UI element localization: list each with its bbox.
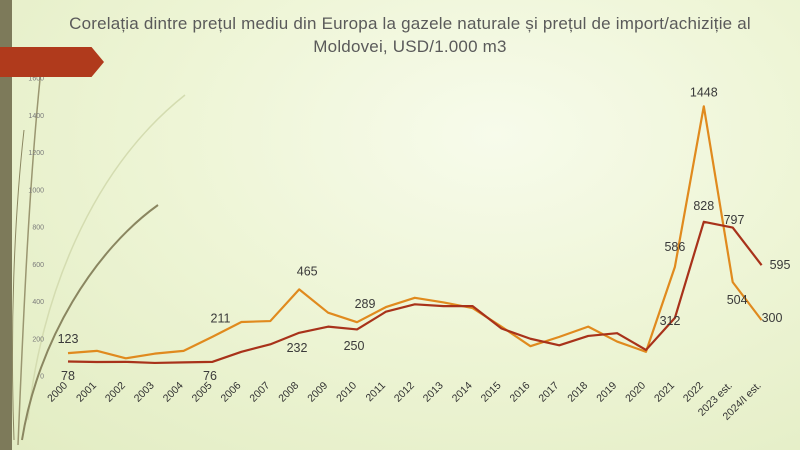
y-tick-label: 600	[32, 262, 44, 269]
x-tick-label: 2000	[45, 380, 70, 405]
x-tick-label: 2018	[565, 380, 590, 405]
x-tick-label: 2002	[103, 380, 128, 405]
y-tick-label: 1200	[28, 150, 44, 157]
data-label: 1448	[690, 85, 718, 99]
x-tick-label: 2017	[536, 380, 561, 405]
x-tick-label: 2001	[74, 380, 99, 405]
x-tick-label: 2014	[450, 380, 475, 405]
data-label: 828	[693, 199, 714, 213]
decorative-swoosh-1	[27, 94, 186, 421]
decorative-swoosh-3	[17, 59, 43, 446]
x-tick-label: 2005	[190, 380, 215, 405]
y-tick-label: 800	[32, 225, 44, 232]
x-tick-label: 2003	[132, 380, 157, 405]
x-tick-label: 2009	[305, 380, 330, 405]
y-tick-label: 200	[32, 336, 44, 343]
data-label: 504	[727, 293, 748, 307]
decorative-swoosh-4	[11, 129, 25, 441]
y-tick-label: 1000	[28, 187, 44, 194]
data-label: 465	[297, 264, 318, 278]
y-tick-label: 400	[32, 299, 44, 306]
data-label: 289	[355, 297, 376, 311]
left-decorative-bar	[0, 0, 12, 450]
x-tick-label: 2008	[276, 380, 301, 405]
x-tick-label: 2010	[334, 380, 359, 405]
data-label: 797	[724, 213, 745, 227]
x-tick-label: 2012	[392, 380, 417, 405]
data-label: 586	[664, 240, 685, 254]
data-label: 312	[660, 314, 681, 328]
x-tick-label: 2020	[623, 380, 648, 405]
data-label: 250	[344, 339, 365, 353]
x-tick-label: 2022	[681, 380, 706, 405]
series-line-2	[67, 220, 763, 365]
data-label: 211	[211, 312, 231, 326]
data-label: 300	[762, 311, 783, 325]
x-tick-label: 2004	[161, 380, 186, 405]
y-tick-label: 1600	[28, 76, 44, 83]
x-tick-label: 2015	[479, 380, 504, 405]
data-label: 123	[58, 332, 79, 346]
x-tick-label: 2007	[247, 380, 272, 405]
x-tick-label: 2006	[219, 380, 244, 405]
x-tick-label: 2021	[652, 380, 677, 405]
x-tick-label: 2011	[364, 380, 389, 405]
x-tick-label: 2019	[594, 380, 619, 405]
decorative-swoosh-2	[21, 204, 159, 441]
data-label: 78	[61, 369, 75, 383]
y-tick-label: 0	[40, 374, 44, 381]
x-tick-label: 2016	[508, 380, 533, 405]
series-line-1	[67, 105, 763, 360]
data-label: 76	[203, 369, 217, 383]
data-label: 595	[770, 258, 791, 272]
data-label: 232	[287, 341, 308, 355]
x-tick-label: 2013	[421, 380, 446, 405]
accent-arrow-bar	[0, 47, 104, 77]
y-tick-label: 1400	[28, 113, 44, 120]
chart-title: Corelația dintre prețul mediu din Europa…	[69, 14, 751, 56]
